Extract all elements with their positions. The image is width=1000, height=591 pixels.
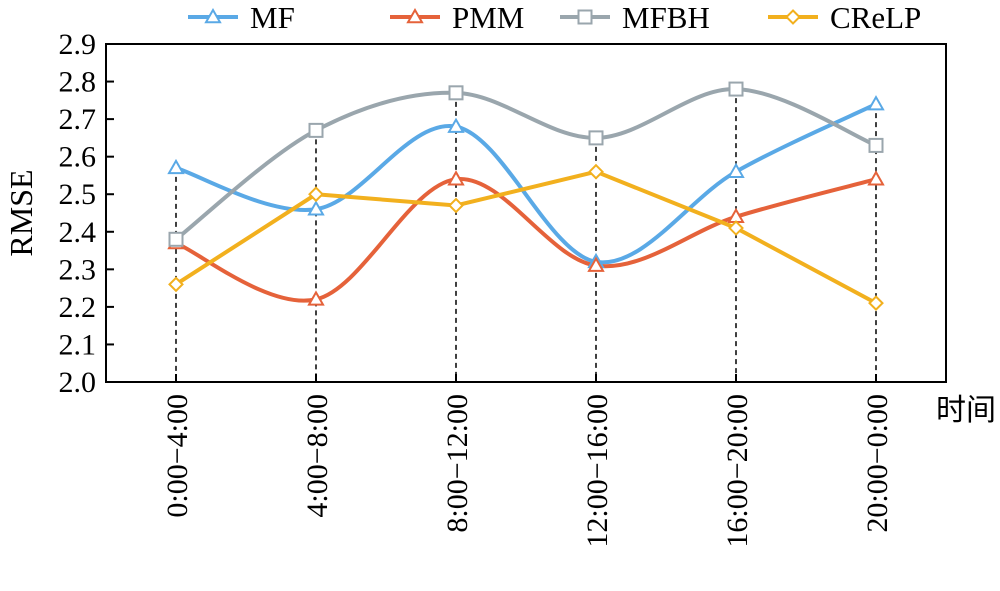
y-tick-label: 2.9 <box>59 28 97 61</box>
series-point-crelp <box>868 295 884 312</box>
series-point-pmm <box>307 290 325 306</box>
legend: MF PMM MFBH CReLP <box>188 0 921 35</box>
legend-item-mfbh: MFBH <box>560 0 710 35</box>
x-tick-label: 8:00−12:00 <box>441 394 474 533</box>
series-point-mf <box>307 200 325 216</box>
legend-item-pmm: PMM <box>390 0 524 35</box>
series-point-mf <box>867 95 885 111</box>
axes: 2.0 2.1 2.2 2.3 2.4 2.5 2.6 2.7 2.8 2.9 0:00−4:00 4… <box>59 28 947 548</box>
y-tick-label: 2.8 <box>59 66 97 99</box>
y-tick-label: 2.2 <box>59 291 97 324</box>
series-point-mfbh <box>588 130 604 146</box>
x-axis-title: 时间 <box>936 393 996 428</box>
series-point-mf <box>447 117 465 133</box>
legend-item-mf: MF <box>188 0 295 35</box>
y-tick-label: 2.6 <box>59 141 97 174</box>
series-line-mf <box>174 102 878 265</box>
x-tick-label: 4:00−8:00 <box>301 394 334 518</box>
legend-item-crelp: CReLP <box>768 0 921 35</box>
series-point-mf <box>727 162 745 178</box>
legend-marker <box>577 9 593 25</box>
legend-marker <box>204 7 222 24</box>
series-point-crelp <box>588 163 604 180</box>
series-point-mfbh <box>308 122 324 138</box>
series-point-crelp <box>448 197 464 214</box>
series-point-crelp <box>168 276 184 293</box>
y-tick-label: 2.3 <box>59 253 97 286</box>
series-line-crelp <box>174 169 878 306</box>
plot-frame <box>105 43 947 383</box>
series-point-mfbh <box>168 231 184 247</box>
series-point-mfbh <box>448 85 464 101</box>
series-point-pmm <box>587 256 605 272</box>
series-point-mf <box>167 158 185 175</box>
series-point-pmm <box>447 170 465 186</box>
x-tick-label: 12:00−16:00 <box>581 394 614 548</box>
y-tick-label: 2.1 <box>59 328 97 361</box>
y-tick-label: 2.7 <box>59 103 97 136</box>
series-point-crelp <box>728 220 744 236</box>
legend-marker <box>785 9 801 25</box>
x-tick-label: 20:00−0:00 <box>861 394 894 533</box>
x-tick-label: 0:00−4:00 <box>161 394 194 518</box>
y-axis-title: RMSE <box>3 169 39 256</box>
series-point-mfbh <box>728 81 744 97</box>
legend-label: MFBH <box>622 0 710 35</box>
series-markers <box>167 81 885 312</box>
series-point-crelp <box>308 186 324 203</box>
legend-label: CReLP <box>830 0 921 35</box>
series-line-pmm <box>174 177 878 303</box>
series-point-mfbh <box>868 137 884 153</box>
legend-marker <box>406 7 424 24</box>
series-line-mfbh <box>174 87 878 242</box>
series-point-pmm <box>867 170 885 186</box>
legend-label: MF <box>250 0 295 35</box>
y-tick-label: 2.0 <box>59 366 97 399</box>
y-tick-label: 2.5 <box>59 178 97 211</box>
x-tick-label: 16:00−20:00 <box>721 394 754 548</box>
category-guide-lines <box>175 89 877 382</box>
y-tick-label: 2.4 <box>59 216 97 249</box>
legend-label: PMM <box>452 0 524 35</box>
series-lines <box>174 87 878 306</box>
